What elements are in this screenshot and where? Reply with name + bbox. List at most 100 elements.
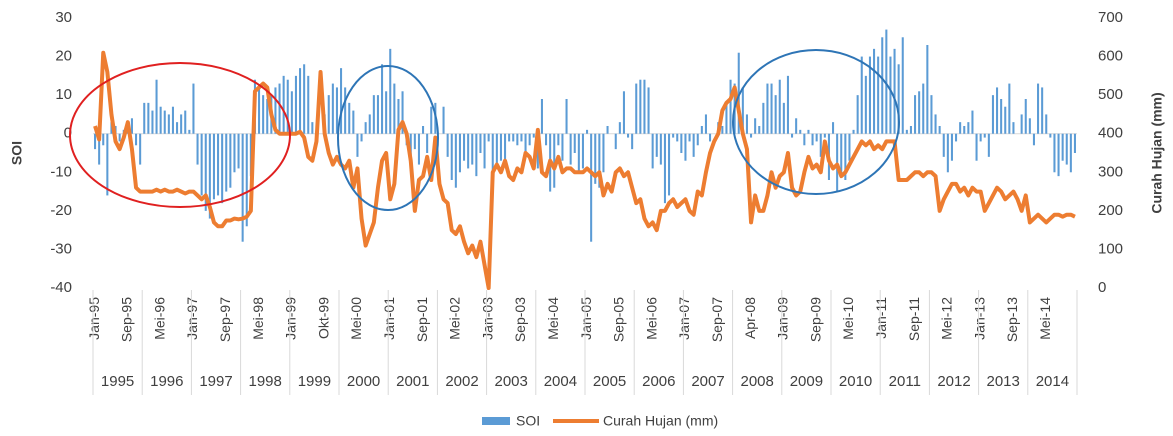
bar	[155, 79, 158, 134]
bar	[536, 133, 539, 169]
bar	[163, 110, 166, 134]
year-label: 1999	[298, 373, 331, 390]
bar	[364, 122, 367, 134]
bar	[684, 133, 687, 161]
year-label: 2002	[445, 373, 478, 390]
year-label: 2003	[495, 373, 528, 390]
x-tick-label: Mei-98	[250, 297, 266, 340]
year-label: 2000	[347, 373, 380, 390]
bar	[955, 133, 958, 142]
bar	[278, 83, 281, 134]
bar	[557, 133, 560, 146]
bar	[979, 133, 982, 142]
bar	[1073, 133, 1076, 153]
legend-label: SOI	[516, 413, 540, 429]
y2-tick-label: 200	[1098, 202, 1123, 219]
bar	[700, 126, 703, 134]
bar	[791, 133, 794, 138]
x-tick-label: Sep-07	[709, 297, 725, 342]
bar	[901, 37, 904, 134]
bar	[327, 95, 330, 134]
bar	[688, 133, 691, 142]
y-tick-label: -40	[50, 279, 72, 296]
x-tick-label: Sep-09	[807, 297, 823, 342]
bar	[786, 75, 789, 134]
bar	[299, 68, 302, 134]
bar	[540, 99, 543, 134]
bar	[1041, 87, 1044, 134]
y-tick-label: -30	[50, 240, 72, 257]
bar	[721, 126, 724, 134]
bar	[1057, 133, 1060, 177]
bar	[745, 114, 748, 134]
bar	[709, 133, 712, 142]
bar	[643, 79, 646, 134]
bar	[823, 133, 826, 138]
bar	[188, 129, 191, 134]
bar	[446, 133, 449, 157]
year-label: 2013	[987, 373, 1020, 390]
bar	[290, 91, 293, 134]
bar	[1049, 133, 1052, 138]
y-tick-label: -20	[50, 202, 72, 219]
bar	[926, 45, 929, 134]
year-label: 1998	[249, 373, 282, 390]
bar	[368, 114, 371, 134]
bar	[102, 133, 105, 146]
year-label: 2008	[741, 373, 774, 390]
bar	[532, 133, 535, 138]
bar	[602, 133, 605, 173]
bar	[819, 133, 822, 157]
bar	[528, 133, 531, 146]
x-tick-label: Mei-04	[545, 297, 561, 340]
bar	[1061, 133, 1064, 161]
bar	[356, 133, 359, 157]
bar	[737, 52, 740, 134]
bar	[147, 102, 150, 134]
x-tick-label: Jan-13	[971, 297, 987, 340]
bar	[385, 91, 388, 134]
bar	[413, 133, 416, 150]
bar	[909, 126, 912, 134]
bar	[618, 122, 621, 134]
bar	[237, 133, 240, 169]
bar	[987, 133, 990, 157]
bar	[991, 95, 994, 134]
bar	[668, 133, 671, 196]
bar	[258, 87, 261, 134]
bar	[860, 56, 863, 134]
bar	[569, 133, 572, 165]
bar	[151, 110, 154, 134]
bar	[340, 68, 343, 134]
y-axis-title: SOI	[9, 141, 25, 165]
x-tick-label: Sep-05	[611, 297, 627, 342]
bar	[885, 29, 888, 134]
bar	[704, 114, 707, 134]
bar	[171, 106, 174, 134]
x-tick-label: Mei-06	[643, 297, 659, 340]
year-label: 2010	[839, 373, 872, 390]
x-tick-label: Mei-02	[447, 297, 463, 340]
bar	[545, 133, 548, 146]
bar	[483, 133, 486, 169]
bar	[905, 129, 908, 134]
year-label: 2004	[544, 373, 577, 390]
bar	[741, 87, 744, 134]
bar	[225, 133, 228, 192]
bar	[766, 83, 769, 134]
bar	[868, 56, 871, 134]
year-label: 2012	[937, 373, 970, 390]
bar	[635, 83, 638, 134]
bar	[971, 110, 974, 134]
y2-tick-label: 400	[1098, 125, 1123, 142]
bar	[331, 83, 334, 134]
bar	[754, 118, 757, 134]
x-tick-label: Sep-13	[1004, 297, 1020, 342]
bar	[795, 118, 798, 134]
bar	[655, 133, 658, 157]
year-label: 2005	[593, 373, 626, 390]
bar	[233, 133, 236, 173]
bar	[381, 64, 384, 134]
bar	[110, 122, 113, 134]
bar	[815, 133, 818, 142]
